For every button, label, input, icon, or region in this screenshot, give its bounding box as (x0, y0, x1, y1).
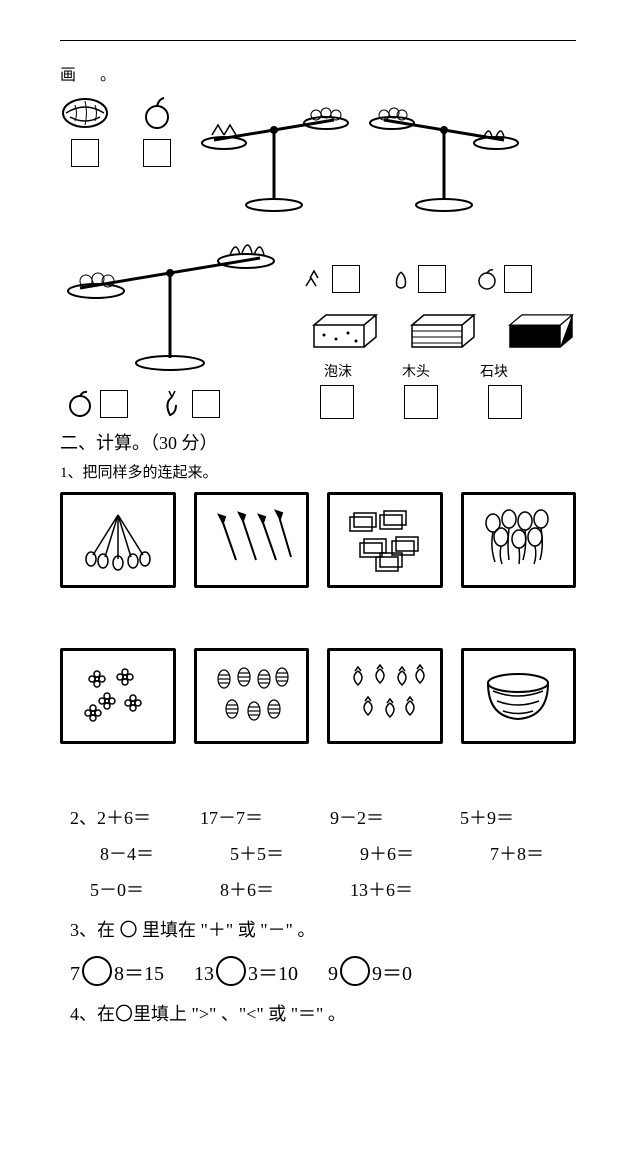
match-cards-top (60, 492, 576, 588)
equation: 5＋5＝ (230, 840, 330, 866)
pinecones-icon (206, 661, 296, 731)
block-label: 泡沫 (324, 361, 352, 381)
circle-blank[interactable] (216, 956, 246, 986)
scales-group (194, 95, 524, 225)
strawberry-pile-icon (300, 266, 326, 292)
equation: 133＝10 (194, 956, 298, 986)
equation: 8－4＝ (100, 840, 200, 866)
bowl-icon (473, 661, 563, 731)
flowers-icon (73, 661, 163, 731)
equation: 7＋8＝ (490, 840, 590, 866)
equation: 2、2＋6＝ (70, 804, 170, 830)
q4-text: 4、在〇里填上 ">" 、"<" 或 "＝" 。 (70, 1000, 576, 1026)
card-balloons (461, 492, 577, 588)
stone-block-icon (506, 311, 576, 351)
equation: 8＋6＝ (220, 876, 320, 902)
apple-icon (476, 267, 498, 291)
equation: 9－2＝ (330, 804, 430, 830)
answer-box[interactable] (504, 265, 532, 293)
peaches-icon (340, 661, 430, 731)
math-row: 2、2＋6＝ 17－7＝ 9－2＝ 5＋9＝ (70, 804, 576, 830)
block-label: 木头 (402, 361, 430, 381)
match-cards-bottom (60, 648, 576, 744)
q1-left-fruits (60, 95, 174, 225)
circle-blank[interactable] (82, 956, 112, 986)
card-pinecones (194, 648, 310, 744)
cherry-icon (140, 95, 174, 131)
balance-scale-icon (364, 95, 524, 225)
pear-icon (390, 266, 412, 292)
card-knives (194, 492, 310, 588)
card-spoons (60, 492, 176, 588)
q3-text: 3、在 〇 里填在 "＋" 或 "－" 。 (70, 916, 576, 942)
answer-box[interactable] (192, 390, 220, 418)
divider (60, 40, 576, 41)
apple-icon (66, 390, 94, 418)
knives-icon (206, 505, 296, 575)
watermelon-icon (60, 95, 110, 131)
q1-top-area (60, 95, 576, 225)
answer-box[interactable] (332, 265, 360, 293)
equation: 78＝15 (70, 956, 164, 986)
balloons-icon (473, 505, 563, 575)
equation: 13＋6＝ (350, 876, 450, 902)
equation: 99＝0 (328, 956, 412, 986)
answer-box[interactable] (143, 139, 171, 167)
q1-prefix: 画 (60, 67, 76, 84)
circle-blank[interactable] (340, 956, 370, 986)
card-matchboxes (327, 492, 443, 588)
q3-equations: 78＝15 133＝10 99＝0 (70, 956, 576, 986)
equation: 17－7＝ (200, 804, 300, 830)
equation: 9＋6＝ (360, 840, 460, 866)
answer-box[interactable] (488, 385, 522, 419)
balance-scale-icon (60, 233, 280, 383)
answer-box[interactable] (404, 385, 438, 419)
q2-1-text: 1、把同样多的连起来。 (60, 461, 576, 482)
card-flowers (60, 648, 176, 744)
q1-suffix: 。 (100, 67, 116, 84)
equation: 5－0＝ (90, 876, 190, 902)
q1-prompt: 画 。 (60, 61, 576, 85)
radish-icon (158, 389, 186, 419)
balance-scale-icon (194, 95, 354, 225)
wood-block-icon (408, 311, 478, 351)
answer-box[interactable] (418, 265, 446, 293)
answer-box[interactable] (100, 390, 128, 418)
matchboxes-icon (340, 505, 430, 575)
block-label: 石块 (480, 361, 508, 381)
card-bowl (461, 648, 577, 744)
answer-box[interactable] (71, 139, 99, 167)
section2-heading: 二、计算。（30 分） (60, 429, 576, 455)
q1-bottom-area: 泡沫 木头 石块 (60, 233, 576, 419)
card-peaches (327, 648, 443, 744)
equation: 5＋9＝ (460, 804, 560, 830)
foam-block-icon (310, 311, 380, 351)
math-row: 5－0＝ 8＋6＝ 13＋6＝ (90, 876, 576, 902)
spoons-icon (73, 505, 163, 575)
math-row: 8－4＝ 5＋5＝ 9＋6＝ 7＋8＝ (100, 840, 576, 866)
answer-box[interactable] (320, 385, 354, 419)
